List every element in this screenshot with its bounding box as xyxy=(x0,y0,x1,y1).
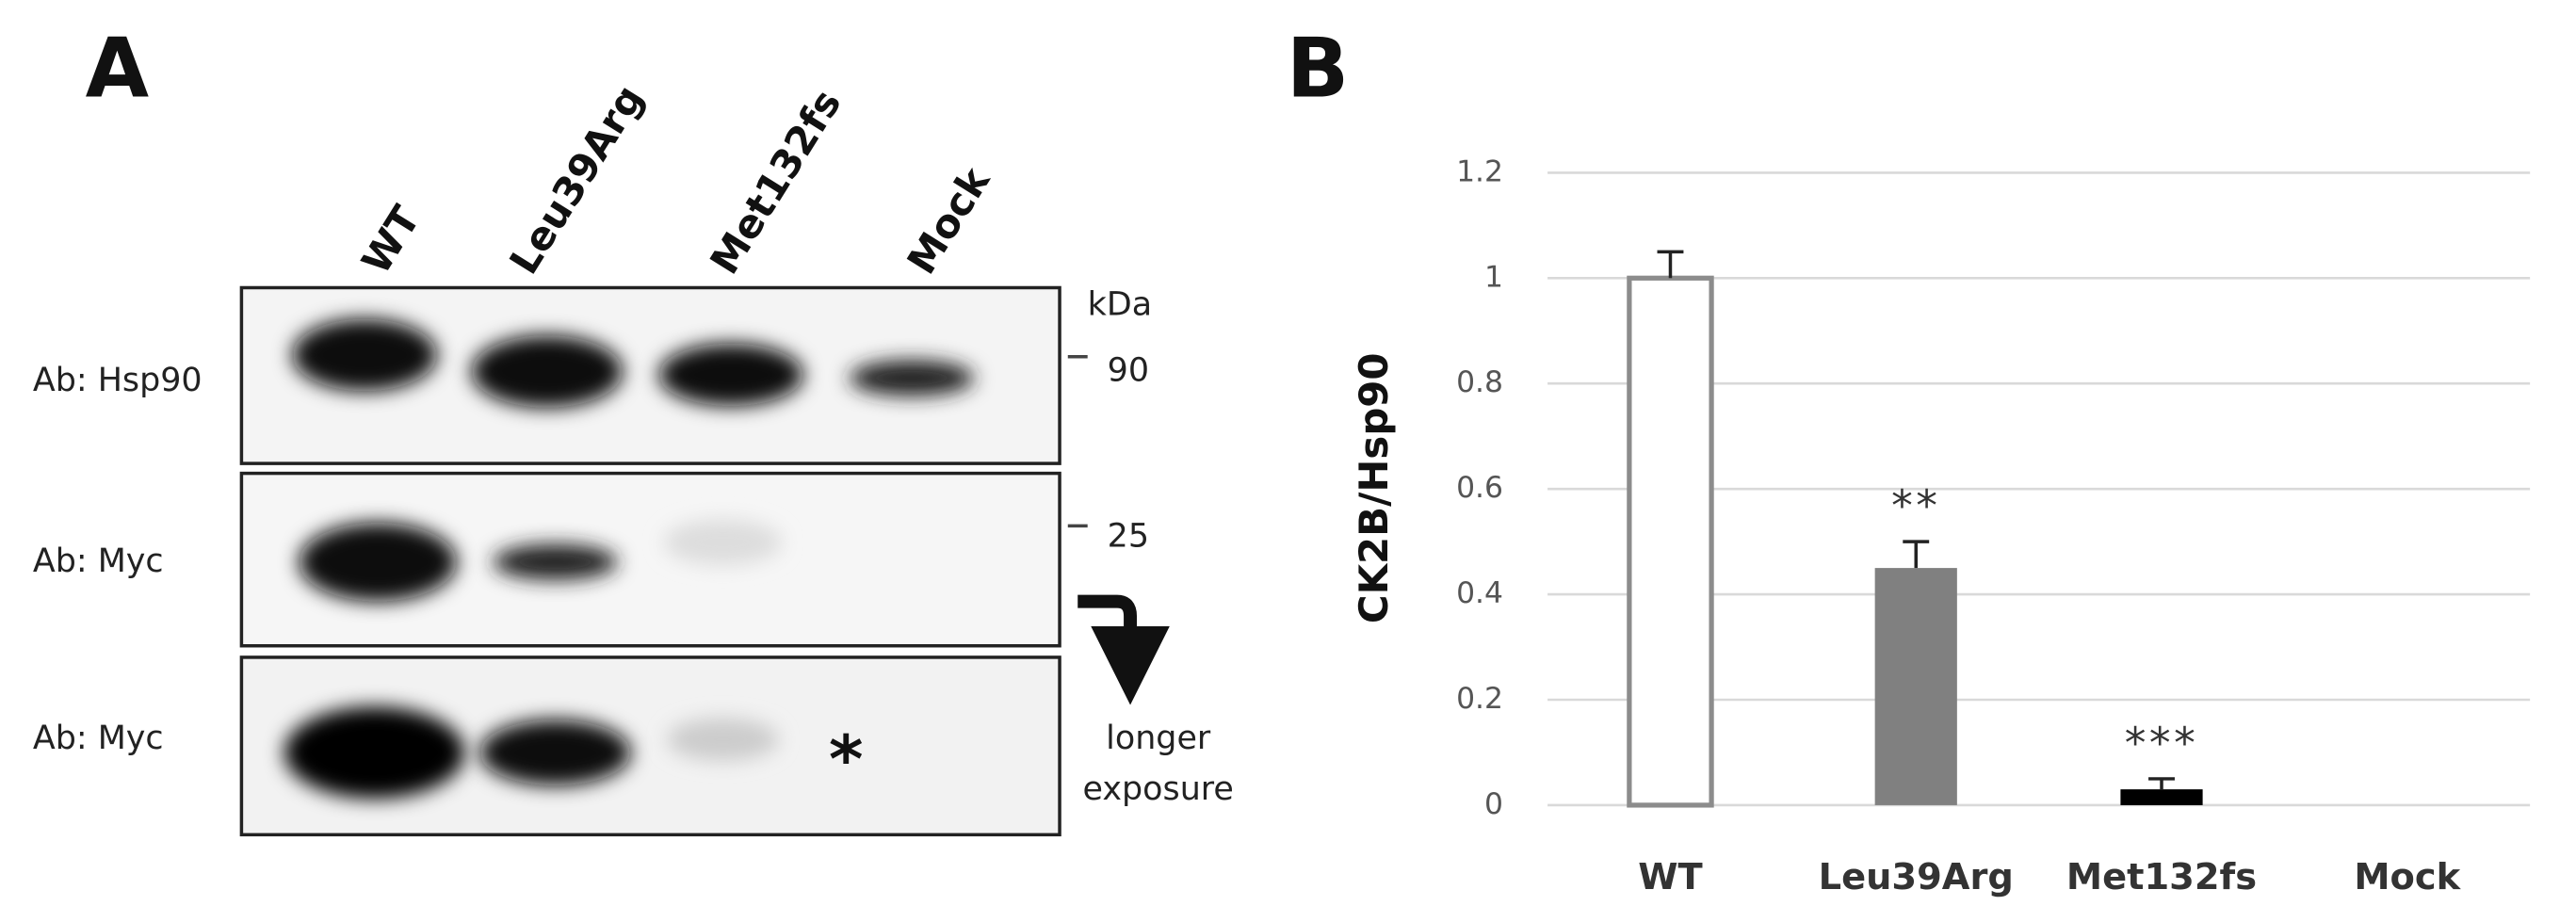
band xyxy=(663,519,783,566)
lane-label: Leu39Arg xyxy=(500,77,652,283)
band xyxy=(667,718,779,761)
row-label: Ab: Myc xyxy=(33,542,164,580)
x-tick-label: WT xyxy=(1638,856,1702,898)
row-label: Ab: Hsp90 xyxy=(33,362,203,399)
lane-label: Met132fs xyxy=(701,81,850,282)
significance: ** xyxy=(1891,481,1940,531)
lane-label: WT xyxy=(352,198,429,283)
significance: *** xyxy=(2125,719,2198,768)
y-axis-label: CK2B/Hsp90 xyxy=(1351,352,1397,623)
row-label: Ab: Myc xyxy=(33,720,164,757)
arrow-label: exposure xyxy=(1083,770,1234,808)
x-tick-label: Leu39Arg xyxy=(1819,856,2014,898)
band xyxy=(284,706,465,799)
band xyxy=(471,335,624,408)
y-tick-label: 0.2 xyxy=(1456,682,1503,716)
blot xyxy=(239,285,1061,837)
bar xyxy=(1874,568,1957,805)
y-tick-label: 0.4 xyxy=(1456,576,1503,610)
band xyxy=(658,343,803,407)
panel-label: B xyxy=(1287,21,1349,117)
y-tick-label: 0 xyxy=(1484,787,1503,821)
band xyxy=(292,318,437,392)
y-tick-label: 0.6 xyxy=(1456,471,1503,505)
band xyxy=(493,543,618,580)
y-tick-label: 1.2 xyxy=(1456,154,1503,188)
bar xyxy=(1627,275,1714,808)
exposure-arrow xyxy=(1077,594,1170,705)
plot: 0 0.2 0.4 0.6 0.8 1 1.2 WT Leu39Arg ** Met132fs ***… xyxy=(1456,154,2531,898)
asterisk: * xyxy=(829,721,863,798)
kda-label: kDa xyxy=(1088,286,1152,324)
panel-label: A xyxy=(86,21,150,117)
x-tick-label: Mock xyxy=(2354,856,2461,898)
y-tick-label: 1 xyxy=(1484,260,1503,294)
y-tick-label: 0.8 xyxy=(1456,365,1503,399)
bar xyxy=(2120,789,2203,805)
marker-label: 25 xyxy=(1108,518,1149,556)
lane-label: Mock xyxy=(898,158,998,282)
band xyxy=(479,720,631,785)
x-tick-label: Met132fs xyxy=(2066,856,2257,898)
arrow-label: longer xyxy=(1106,720,1211,757)
band xyxy=(849,360,975,396)
band xyxy=(299,522,457,602)
lane-labels: WT Leu39Arg Met132fs Mock xyxy=(352,77,998,283)
marker-label: 90 xyxy=(1108,351,1149,389)
